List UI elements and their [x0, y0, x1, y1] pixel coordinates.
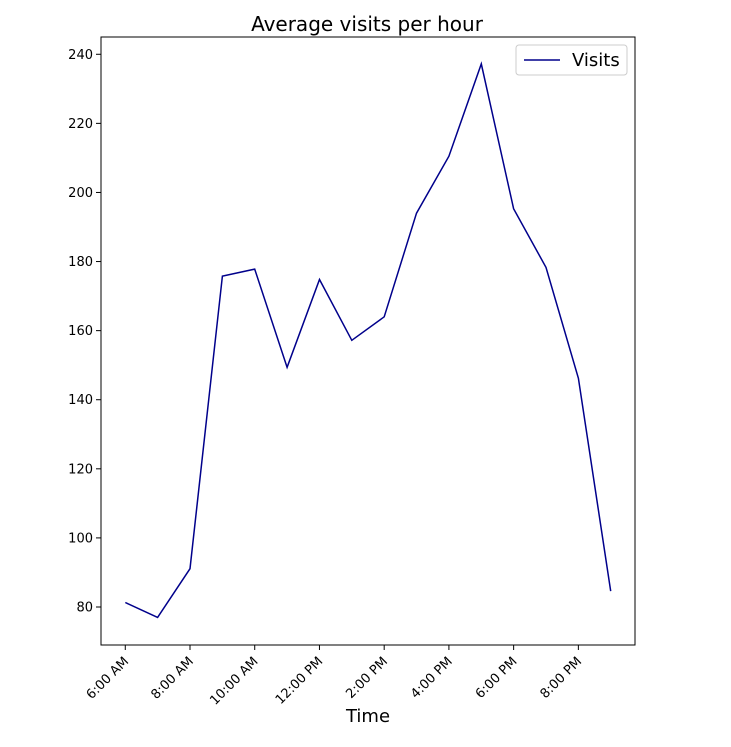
y-tick-label: 160 [68, 324, 93, 339]
y-tick-label: 180 [68, 255, 93, 270]
x-tick-label: 10:00 AM [207, 654, 261, 708]
legend: Visits [515, 44, 628, 76]
series-line-visits [124, 61, 612, 619]
x-tick-label: 6:00 PM [473, 654, 521, 702]
y-tick-label: 140 [68, 393, 93, 408]
x-tick-label: 4:00 PM [408, 654, 456, 702]
x-axis: 6:00 AM 8:00 AM 10:00 AM 12:00 PM 2:00 PM 4:0… [84, 645, 585, 708]
legend-box [515, 44, 628, 76]
x-tick-label: 8:00 PM [538, 654, 586, 702]
x-axis-title: Time [345, 706, 390, 727]
chart-title: Average visits per hour [251, 12, 484, 36]
y-axis: 80 100 120 140 160 180 200 220 240 [68, 48, 101, 616]
plot-frame [100, 36, 636, 646]
y-tick-label: 120 [68, 462, 93, 477]
plot-area [124, 61, 612, 619]
x-tick-label: 8:00 AM [148, 654, 196, 702]
legend-label-visits: Visits [572, 50, 620, 71]
y-tick-label: 220 [68, 117, 93, 132]
x-tick-label: 6:00 AM [84, 654, 132, 702]
x-tick-label: 12:00 PM [273, 654, 326, 707]
x-tick-label: 2:00 PM [343, 654, 391, 702]
y-tick-label: 80 [76, 601, 93, 616]
y-tick-label: 200 [68, 186, 93, 201]
y-tick-label: 100 [68, 531, 93, 546]
y-tick-label: 240 [68, 48, 93, 63]
